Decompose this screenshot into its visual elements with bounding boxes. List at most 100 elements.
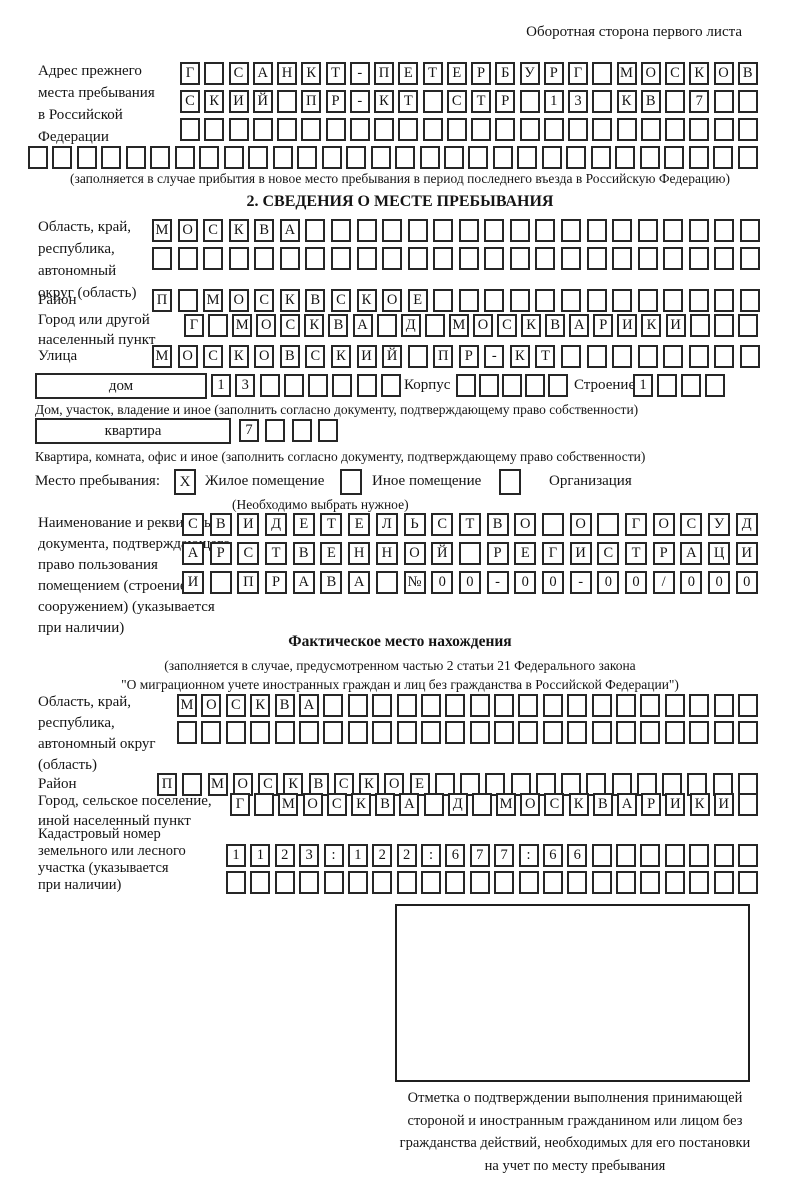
char-cell: С [326,793,347,816]
char-cell [739,289,760,312]
note-choose: (Необходимо выбрать нужное) [232,497,409,512]
char-cell: С [254,289,275,312]
char-cell [586,247,607,270]
char-cell [395,146,416,169]
char-cell: В [320,571,343,594]
char-cell [616,844,636,867]
char-cell [396,721,417,744]
char-cell: 7 [689,90,710,113]
label-korpus: Корпус [404,377,451,393]
char-cell [689,871,710,894]
char-cell [525,374,545,397]
char-cell [204,118,225,141]
char-cell: А [348,571,371,594]
char-cell [445,694,466,717]
char-cell: В [640,90,661,113]
char-cell [665,118,685,141]
char-cell [689,844,710,867]
char-cell: 0 [458,571,481,594]
char-cell [665,90,685,113]
char-cell: О [569,513,592,536]
char-cell [541,146,562,169]
char-cell: Р [471,62,491,85]
char-cell [254,793,275,816]
char-cell: Е [348,513,371,536]
char-cell [308,374,329,397]
char-cell: И [182,571,204,594]
char-cell [469,694,490,717]
korpus-grid-row [456,374,568,397]
note-kvartira: Квартира, комната, офис и иное (заполнит… [35,449,646,464]
char-cell [705,374,725,397]
char-cell [688,289,709,312]
label-line: Кадастровый номер [38,826,161,842]
char-cell [612,219,633,242]
label-line: Адрес прежнего [38,63,142,79]
label-line: иной населенный пункт [38,813,191,829]
char-cell [681,374,701,397]
label-gorod: Город или другой населенный пункт [38,310,155,350]
char-cell [372,694,393,717]
label-line: Город, сельское поселение, [38,793,212,809]
char-cell: К [641,314,662,337]
char-cell [637,247,658,270]
char-cell: Р [652,542,675,565]
char-cell: С [544,793,565,816]
char-cell [739,219,760,242]
char-cell: С [280,314,301,337]
char-cell [713,871,734,894]
char-cell: М [152,219,172,242]
char-cell [52,146,73,169]
label-oblast: Область, край, республика, автономный округ… [38,216,136,304]
label-line: Наименование и реквизиты [38,515,215,531]
label-line: помещением (строением, [38,578,200,594]
char-cell [640,694,661,717]
char-cell: М [448,314,469,337]
char-cell [471,118,491,141]
char-cell: К [616,90,637,113]
char-cell: К [689,793,710,816]
char-cell [458,289,479,312]
label-fact-gorod: Город, сельское поселение, иной населенны… [38,791,212,831]
char-cell [591,844,612,867]
char-cell: В [592,793,613,816]
char-cell: Д [447,793,468,816]
label-line: гражданства действий, необходимых для ег… [399,1135,751,1151]
char-cell: - [569,571,592,594]
char-cell: 1 [226,844,246,867]
char-cell [277,90,297,113]
char-cell: - [349,62,370,85]
char-cell: 0 [625,571,647,594]
char-cell [591,871,612,894]
char-cell [561,219,581,242]
char-cell: А [252,62,273,85]
char-cell: М [496,793,517,816]
char-cell: С [431,513,454,536]
char-cell [737,871,758,894]
char-cell [713,90,734,113]
char-cell [688,219,709,242]
char-cell [469,721,490,744]
char-cell [714,289,735,312]
char-cell: П [374,62,394,85]
char-cell: И [665,793,686,816]
char-cell: Т [458,513,481,536]
char-cell: С [665,62,685,85]
char-cell [616,721,637,744]
char-cell [637,345,658,368]
label-mesto-prebyvaniya: Место пребывания: [35,473,160,489]
char-cell [420,694,441,717]
char-cell: Е [446,62,467,85]
oblast-grid-row2 [152,247,760,270]
char-cell: О [403,542,426,565]
char-cell: В [545,314,566,337]
char-cell [663,247,684,270]
char-cell [566,146,587,169]
label-line: стороной и иностранным гражданином или л… [407,1112,743,1129]
char-cell [375,571,398,594]
char-cell [468,146,489,169]
char-cell [714,345,735,368]
